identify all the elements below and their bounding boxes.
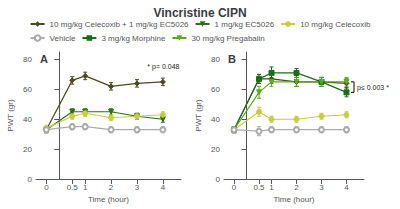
svg-text:10 mg/kg Celecoxib: 10 mg/kg Celecoxib	[300, 20, 371, 29]
svg-text:20: 20	[23, 145, 32, 154]
svg-text:1: 1	[269, 183, 274, 192]
svg-text:80: 80	[23, 55, 32, 64]
svg-text:0: 0	[44, 183, 49, 192]
svg-text:PWT (gr): PWT (gr)	[194, 99, 203, 132]
svg-text:40: 40	[211, 115, 220, 124]
svg-text:20: 20	[211, 145, 220, 154]
svg-text:4: 4	[344, 183, 349, 192]
svg-text:4: 4	[161, 183, 166, 192]
svg-text:3: 3	[135, 183, 140, 192]
svg-text:B: B	[228, 53, 236, 65]
svg-text:10 mg/kg Celecoxib + 1 mg/kg E: 10 mg/kg Celecoxib + 1 mg/kg EC5026	[50, 20, 190, 29]
svg-text:2: 2	[294, 183, 299, 192]
svg-text:0: 0	[232, 183, 237, 192]
svg-text:Vehicle: Vehicle	[50, 34, 76, 43]
svg-text:30 mg/kg Pregabalin: 30 mg/kg Pregabalin	[191, 34, 264, 43]
svg-text:80: 80	[211, 55, 220, 64]
svg-text:0: 0	[28, 175, 33, 184]
svg-text:0.5: 0.5	[67, 183, 79, 192]
svg-text:Time (hour): Time (hour)	[273, 195, 314, 204]
svg-text:Vincristine CIPN: Vincristine CIPN	[153, 6, 246, 20]
svg-text:A: A	[40, 53, 48, 65]
svg-text:60: 60	[23, 85, 32, 94]
svg-text:0: 0	[216, 175, 221, 184]
svg-text:1 mg/kg EC5026: 1 mg/kg EC5026	[215, 20, 275, 29]
svg-text:0.5: 0.5	[253, 183, 265, 192]
svg-text:p≤ 0.003 *: p≤ 0.003 *	[357, 84, 389, 92]
svg-text:1: 1	[83, 183, 88, 192]
svg-text:3: 3	[319, 183, 324, 192]
svg-text:* p= 0.048: * p= 0.048	[147, 63, 179, 71]
svg-text:60: 60	[211, 85, 220, 94]
svg-text:2: 2	[109, 183, 114, 192]
svg-text:3 mg/kg Morphine: 3 mg/kg Morphine	[101, 34, 166, 43]
svg-text:40: 40	[23, 115, 32, 124]
svg-text:PWT (gr): PWT (gr)	[6, 99, 15, 132]
svg-text:Time (hour): Time (hour)	[88, 195, 129, 204]
